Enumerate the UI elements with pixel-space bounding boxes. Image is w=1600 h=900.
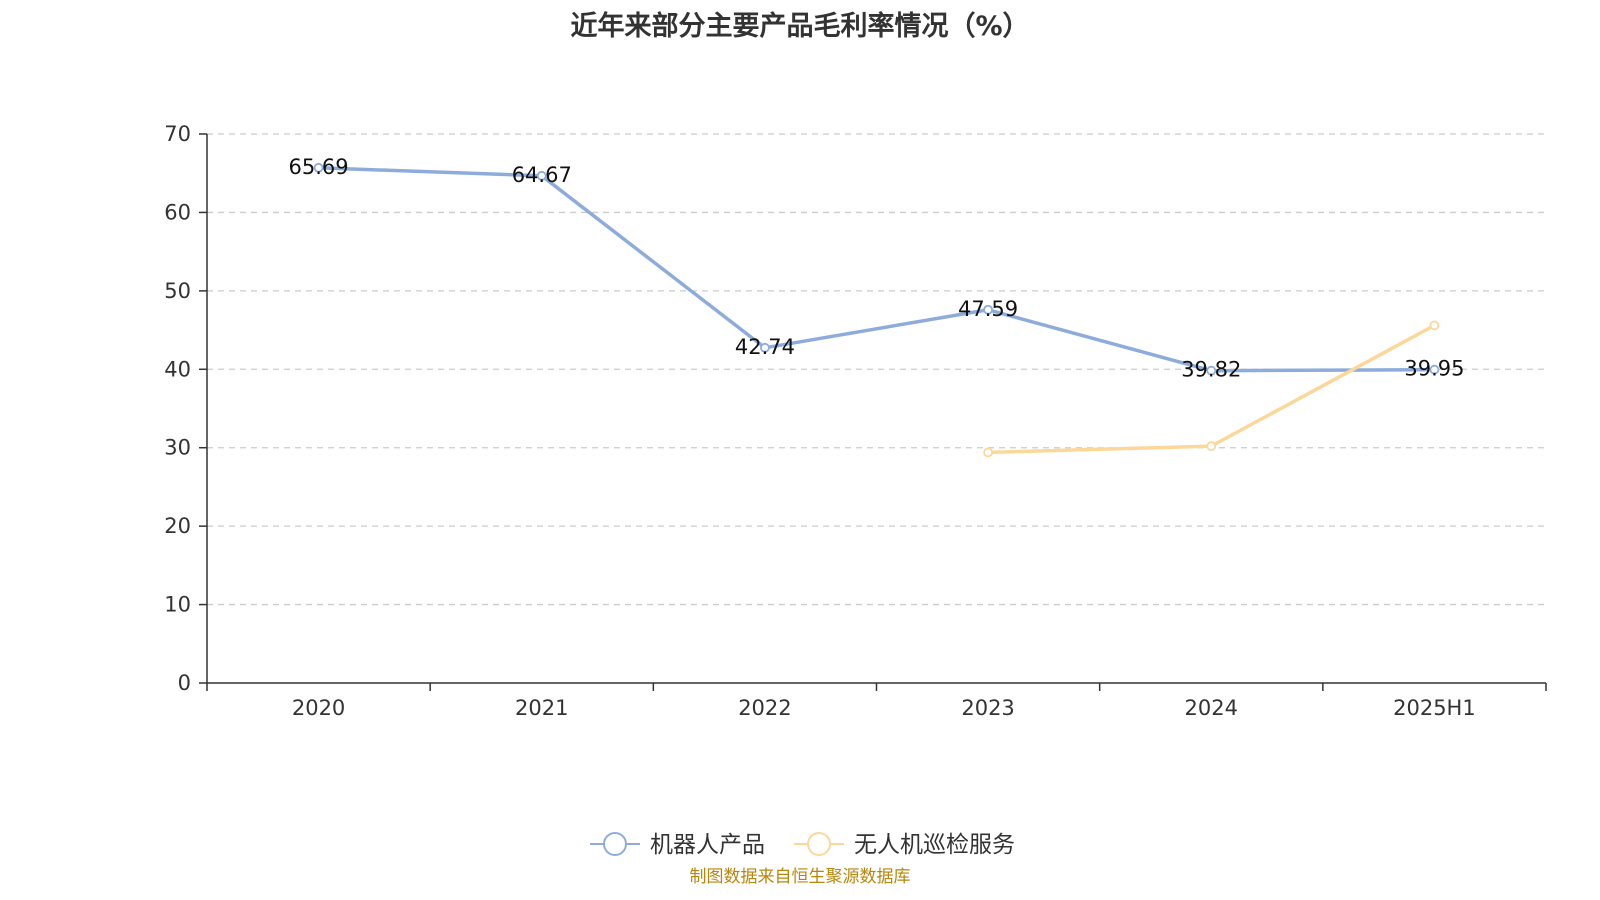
legend-marker-icon: [603, 832, 627, 856]
data-label: 39.82: [1181, 358, 1241, 382]
data-label: 39.95: [1404, 357, 1464, 381]
y-tick-label: 40: [164, 357, 191, 381]
y-tick-label: 50: [164, 279, 191, 303]
x-tick-label: 2024: [1185, 696, 1238, 720]
data-point: [313, 162, 324, 173]
data-label: 47.59: [958, 297, 1018, 321]
data-point: [760, 342, 770, 353]
data-label: 42.74: [735, 335, 795, 359]
x-tick-label: 2023: [961, 696, 1014, 720]
data-label: 64.67: [512, 163, 572, 187]
x-tick-label: 2021: [515, 696, 568, 720]
y-tick-label: 10: [164, 593, 191, 617]
x-tick-label: 2025H1: [1393, 696, 1476, 720]
y-tick-label: 30: [164, 436, 191, 460]
data-point: [1206, 365, 1217, 376]
y-tick-label: 0: [178, 671, 191, 695]
data-label: 65.69: [289, 155, 349, 179]
data-point: [1429, 364, 1440, 375]
axes: 0 10 20 30 40 50 60 70 2020 2021 2022 2023 2024 2025H…: [164, 122, 1547, 720]
y-tick-label: 60: [164, 200, 191, 224]
chart-title: 近年来部分主要产品毛利率情况（%）: [570, 11, 1030, 42]
source-note: 制图数据来自恒生聚源数据库: [689, 867, 911, 887]
series-line-1: [986, 323, 1437, 455]
legend-label: 机器人产品: [650, 832, 765, 858]
data-point: [1429, 320, 1440, 331]
y-tick-label: 20: [164, 514, 191, 538]
x-tick-label: 2020: [292, 696, 345, 720]
series-line-0: [316, 166, 1437, 373]
data-labels: 65.69 64.67 42.74 47.59 39.82 39.95: [289, 155, 1465, 382]
y-tick-label: 70: [164, 122, 191, 146]
legend-label: 无人机巡检服务: [854, 832, 1015, 858]
series-lines: [313, 162, 1440, 458]
data-point: [536, 170, 547, 181]
legend[interactable]: 机器人产品 无人机巡检服务: [590, 832, 1015, 858]
legend-item-0[interactable]: 机器人产品: [590, 832, 765, 858]
data-point: [983, 304, 993, 315]
data-point: [1206, 441, 1217, 452]
legend-marker-icon: [807, 832, 831, 856]
data-point: [983, 447, 993, 458]
legend-item-1[interactable]: 无人机巡检服务: [794, 832, 1015, 858]
x-tick-label: 2022: [738, 696, 791, 720]
